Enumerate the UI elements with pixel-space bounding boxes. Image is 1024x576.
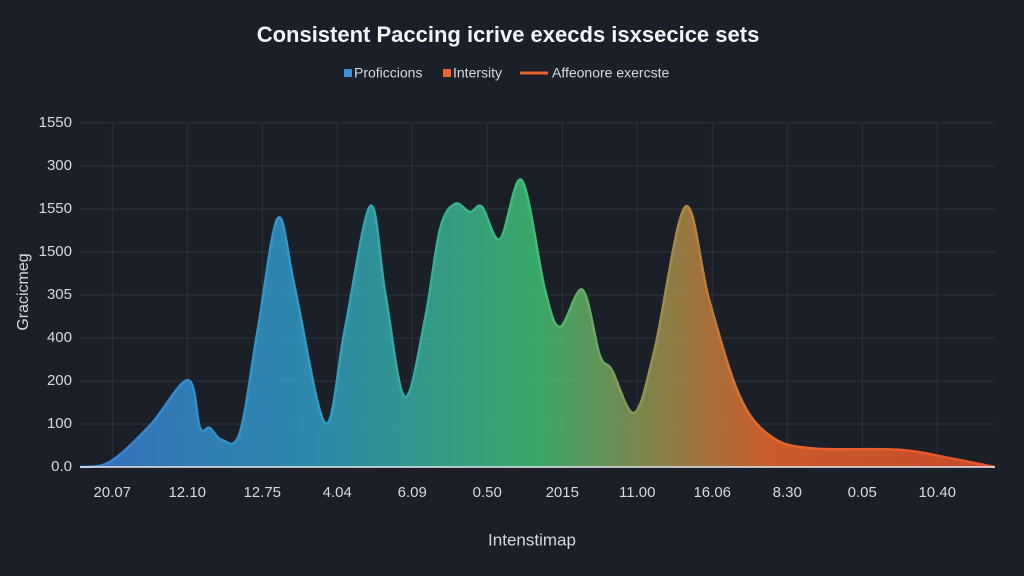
x-tick-label: 20.07 xyxy=(93,484,131,501)
legend-marker xyxy=(443,69,451,77)
area-line xyxy=(79,178,995,469)
legend-label: Proficcions xyxy=(354,65,422,81)
y-tick-label: 1500 xyxy=(39,243,72,260)
x-tick-label: 12.75 xyxy=(243,484,281,501)
x-tick-label: 10.40 xyxy=(918,484,956,501)
x-tick-label: 12.10 xyxy=(168,484,206,501)
plot xyxy=(79,178,995,469)
chart-title: Consistent Paccing icrive execds isxseci… xyxy=(257,22,760,47)
x-tick-label: 2015 xyxy=(546,484,579,501)
legend-label: Affeonore exercste xyxy=(552,65,669,81)
x-tick-label: 4.04 xyxy=(323,484,352,501)
legend-label: Intersity xyxy=(453,65,502,81)
y-tick-label: 300 xyxy=(47,157,72,174)
y-tick-label: 1550 xyxy=(39,200,72,217)
x-axis-label: Intenstimap xyxy=(488,530,576,549)
y-tick-label: 200 xyxy=(47,372,72,389)
legend: Proficcions Intersity Affeonore exercste xyxy=(344,65,669,81)
y-tick-label: 1550 xyxy=(39,114,72,131)
x-tick-label: 0.50 xyxy=(473,484,502,501)
x-tick-label: 16.06 xyxy=(693,484,731,501)
y-tick-label: 305 xyxy=(47,286,72,303)
x-tick-label: 11.00 xyxy=(619,484,655,501)
legend-marker xyxy=(344,69,352,77)
area xyxy=(80,179,995,467)
y-tick-label: 100 xyxy=(47,415,72,432)
x-tick-label: 8.30 xyxy=(773,484,802,501)
y-tick-label: 0.0 xyxy=(51,458,72,475)
x-tick-label: 6.09 xyxy=(398,484,427,501)
y-axis-label: Gracicmeg xyxy=(15,253,32,330)
x-tick-label: 0.05 xyxy=(848,484,877,501)
y-tick-label: 400 xyxy=(47,329,72,346)
